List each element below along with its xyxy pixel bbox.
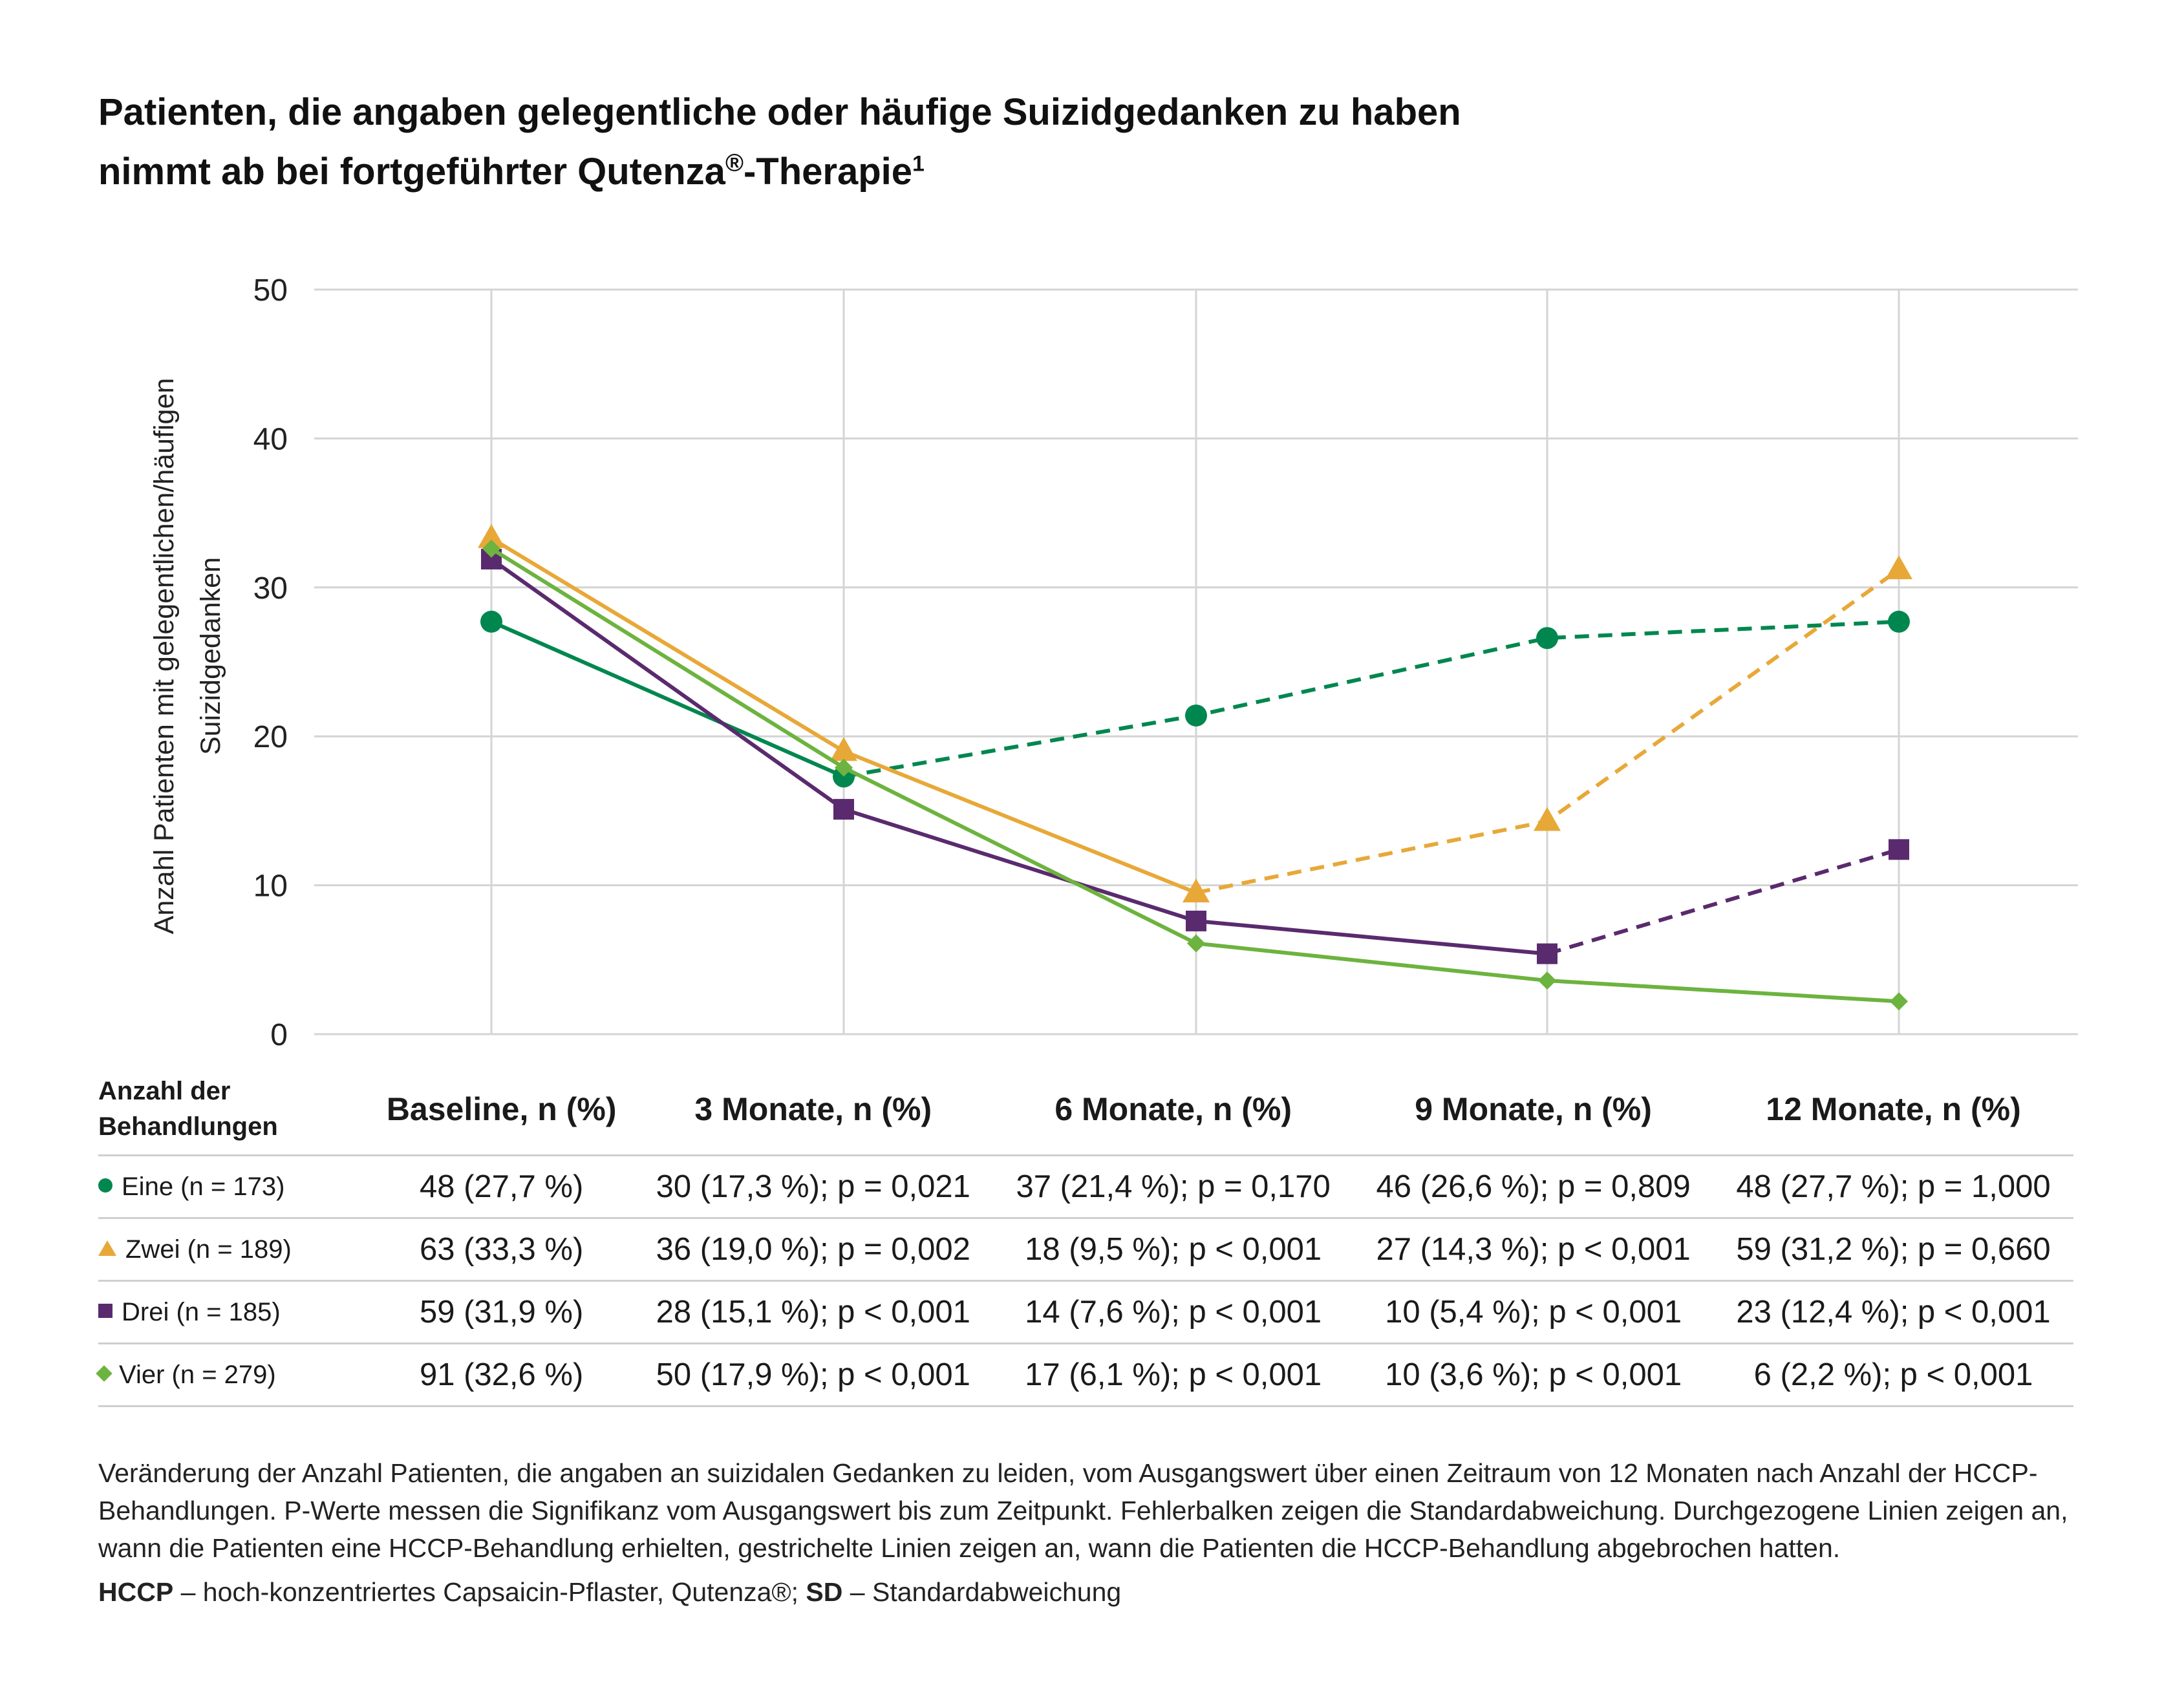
table-corner-header: Anzahl der Behandlungen — [98, 1077, 278, 1141]
table-cell: 50 (17,9 %); p < 0,001 — [633, 1342, 994, 1407]
series-vier — [482, 539, 1908, 1011]
line-chart: 0 10 20 30 40 50 — [253, 273, 2078, 1052]
data-point — [833, 799, 854, 820]
data-point — [482, 539, 500, 558]
table-cell: 91 (32,6 %) — [370, 1342, 634, 1407]
series-line-dashed — [843, 619, 1900, 779]
title-line-2: nimmt ab bei fortgeführter Qutenza®-Ther… — [98, 149, 925, 193]
table-cell: 28 (15,1 %); p < 0,001 — [633, 1280, 994, 1344]
table-row-zwei: Zwei (n = 189) 63 (33,3 %) 36 (19,0 %); … — [98, 1217, 2073, 1281]
results-table: Anzahl der Behandlungen Baseline, n (%) 3… — [96, 1064, 2073, 1407]
data-point — [1885, 555, 1912, 580]
table-cell: 48 (27,7 %) — [370, 1154, 634, 1218]
square-marker-icon — [98, 1303, 112, 1318]
y-tick-label: 20 — [253, 720, 288, 754]
abbr-hccp: HCCP — [98, 1577, 174, 1607]
chart-grid — [314, 288, 2078, 1035]
title-line-1: Patienten, die angaben gelegentliche ode… — [98, 91, 1461, 133]
circle-marker-icon — [98, 1178, 112, 1193]
diamond-marker-icon — [96, 1365, 112, 1382]
header-9-monate: 9 Monate, n (%) — [1415, 1091, 1652, 1127]
abbreviations: HCCP – hoch-konzentriertes Capsaicin-Pfl… — [98, 1577, 1122, 1607]
table-cell: 36 (19,0 %); p = 0,002 — [633, 1217, 994, 1281]
y-tick-label: 30 — [253, 571, 288, 606]
data-point — [478, 524, 505, 548]
table-cell: 27 (14,3 %); p < 0,001 — [1353, 1217, 1714, 1281]
table-row-drei: Drei (n = 185) 59 (31,9 %) 28 (15,1 %); … — [98, 1280, 2073, 1344]
table-cell: 63 (33,3 %) — [370, 1217, 634, 1281]
data-point — [1183, 878, 1210, 903]
y-tick-label: 50 — [253, 273, 288, 308]
series-line-solid — [490, 557, 1548, 956]
footnote: Veränderung der Anzahl Patienten, die an… — [98, 1454, 2090, 1611]
data-point — [1534, 807, 1561, 831]
y-tick-label: 40 — [253, 422, 288, 456]
chart-series — [478, 524, 1912, 1011]
table-row-eine: Eine (n = 173) 48 (27,7 %) 30 (17,3 %); … — [98, 1154, 2073, 1218]
row-label-vier: Vier (n = 279) — [96, 1342, 370, 1407]
data-point — [1888, 610, 1910, 633]
data-point — [1537, 943, 1558, 964]
row-label-zwei: Zwei (n = 189) — [98, 1217, 370, 1281]
table-cell: 30 (17,3 %); p = 0,021 — [633, 1154, 994, 1218]
table-cell: 14 (7,6 %); p < 0,001 — [993, 1280, 1354, 1344]
table-cell: 10 (3,6 %); p < 0,001 — [1353, 1342, 1714, 1407]
data-point — [480, 610, 502, 633]
data-point — [1889, 839, 1909, 860]
header-12-monate: 12 Monate, n (%) — [1766, 1091, 2021, 1127]
y-tick-label: 0 — [270, 1018, 288, 1052]
registered-mark: ® — [725, 149, 744, 177]
data-point — [1186, 910, 1206, 931]
header-3-monate: 3 Monate, n (%) — [694, 1091, 932, 1127]
header-6-monate: 6 Monate, n (%) — [1055, 1091, 1292, 1127]
header-baseline: Baseline, n (%) — [386, 1091, 617, 1127]
table-cell: 59 (31,2 %); p = 0,660 — [1713, 1217, 2073, 1281]
y-tick-label: 10 — [253, 869, 288, 904]
data-point — [1536, 627, 1558, 650]
row-label-drei: Drei (n = 185) — [98, 1280, 370, 1344]
chart-title: Patienten, die angaben gelegentliche ode… — [98, 83, 1779, 202]
triangle-marker-icon — [98, 1240, 116, 1256]
y-axis-ticks: 0 10 20 30 40 50 — [253, 273, 288, 1052]
table-cell: 23 (12,4 %); p < 0,001 — [1713, 1280, 2073, 1344]
series-line-solid — [490, 620, 845, 779]
table-cell: 46 (26,6 %); p = 0,809 — [1353, 1154, 1714, 1218]
data-point — [1187, 934, 1205, 953]
abbr-sd: SD — [806, 1577, 843, 1607]
table-cell: 18 (9,5 %); p < 0,001 — [993, 1217, 1354, 1281]
table-cell: 59 (31,9 %) — [370, 1280, 634, 1344]
data-point — [1185, 704, 1207, 727]
series-zwei — [478, 524, 1912, 903]
table-cell: 6 (2,2 %); p < 0,001 — [1713, 1342, 2073, 1407]
y-axis-label: Anzahl Patienten mit gelegentlichen/häuf… — [149, 377, 226, 935]
data-point — [835, 758, 853, 777]
data-point — [830, 737, 857, 761]
data-point — [1890, 992, 1908, 1011]
data-point — [1538, 971, 1556, 990]
y-axis-label-container: Anzahl Patienten mit gelegentlichen/häuf… — [136, 336, 239, 976]
table-row-vier: Vier (n = 279) 91 (32,6 %) 50 (17,9 %); … — [96, 1342, 2073, 1407]
table-cell: 10 (5,4 %); p < 0,001 — [1353, 1280, 1714, 1344]
table-cell: 17 (6,1 %); p < 0,001 — [993, 1342, 1354, 1407]
table-header-row: Anzahl der Behandlungen Baseline, n (%) 3… — [98, 1064, 2073, 1156]
footnote-text: Veränderung der Anzahl Patienten, die an… — [98, 1458, 2068, 1563]
series-line-dashed — [1547, 847, 1900, 956]
row-label-eine: Eine (n = 173) — [98, 1154, 370, 1218]
table-cell: 48 (27,7 %); p = 1,000 — [1713, 1154, 2073, 1218]
table-cell: 37 (21,4 %); p = 0,170 — [993, 1154, 1354, 1218]
title-footnote-ref: 1 — [912, 151, 925, 176]
